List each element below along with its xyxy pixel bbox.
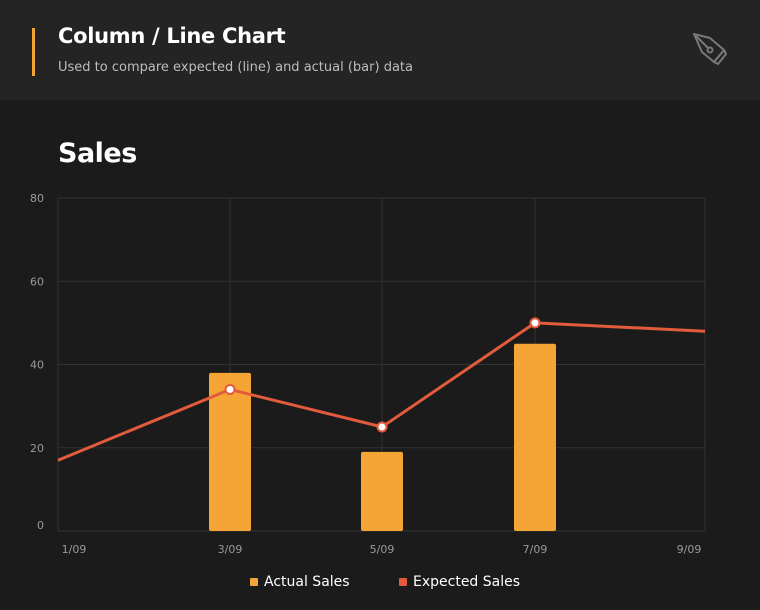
legend-label-actual: Actual Sales	[264, 574, 350, 590]
point-expected-sales	[376, 421, 388, 433]
y-tick-label: 80	[30, 192, 44, 205]
legend-swatch-expected	[399, 578, 407, 586]
x-tick-label: 9/09	[677, 543, 702, 556]
y-tick-label: 40	[30, 359, 44, 372]
bar-actual-sales	[361, 451, 403, 531]
legend: Actual Sales Expected Sales	[0, 574, 760, 594]
legend-swatch-actual	[250, 578, 258, 586]
bar-actual-sales	[514, 343, 556, 531]
x-tick-label: 5/09	[370, 543, 395, 556]
x-tick-label: 7/09	[523, 543, 548, 556]
point-expected-sales	[529, 317, 541, 329]
bar-actual-sales	[209, 372, 251, 531]
y-tick-label: 0	[37, 519, 44, 532]
accent-bar	[32, 28, 35, 76]
chart-header: Column / Line Chart Used to compare expe…	[0, 0, 760, 100]
legend-item-actual[interactable]: Actual Sales	[250, 574, 350, 590]
legend-item-expected[interactable]: Expected Sales	[399, 574, 520, 590]
y-tick-label: 20	[30, 442, 44, 455]
point-expected-sales	[224, 383, 236, 395]
pen-nib-icon[interactable]	[690, 30, 728, 68]
header-subtitle: Used to compare expected (line) and actu…	[58, 60, 413, 75]
header-title: Column / Line Chart	[58, 24, 286, 48]
chart-title: Sales	[58, 138, 137, 169]
legend-label-expected: Expected Sales	[413, 574, 521, 590]
x-tick-label: 1/09	[62, 543, 87, 556]
x-tick-label: 3/09	[218, 543, 243, 556]
y-tick-label: 60	[30, 275, 44, 288]
